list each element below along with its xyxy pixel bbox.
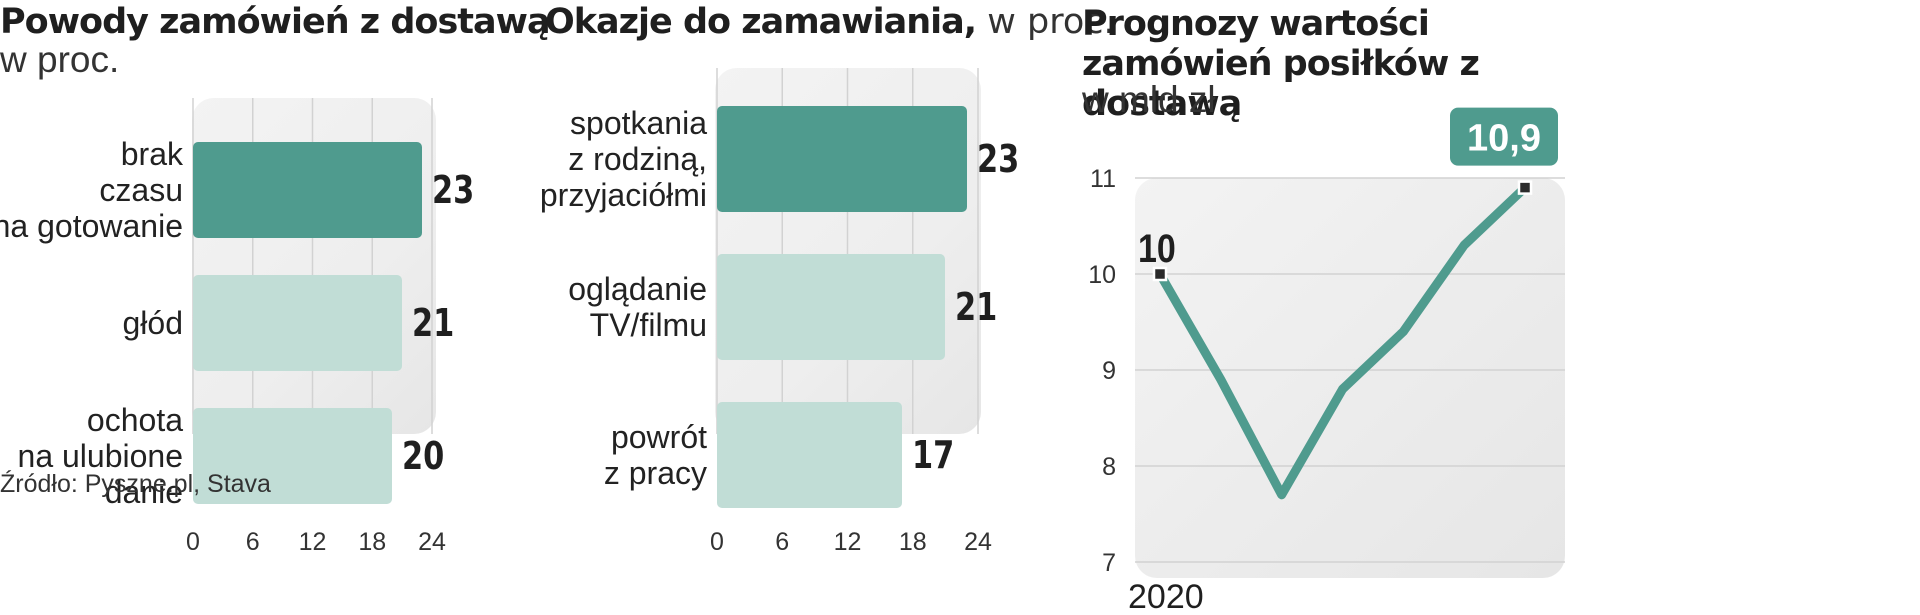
x-tick-label: 24 (418, 528, 446, 556)
end-value-label: 10,9 (1467, 118, 1541, 160)
category-label: oglądanie TV/filmu (568, 271, 707, 343)
x-tick-label: 12 (833, 528, 862, 556)
bar-value-label: 21 (955, 285, 998, 329)
bar (193, 275, 403, 371)
bar (717, 106, 968, 212)
start-value-label: 10 (1138, 225, 1176, 270)
x-tick-label: 6 (245, 528, 260, 556)
data-point-marker (1152, 266, 1168, 282)
bar-value-label: 23 (977, 137, 1020, 181)
y-tick-label: 7 (1102, 549, 1116, 577)
chart1-subtitle: w proc. (0, 39, 120, 80)
category-label: brak czasu na gotowanie (0, 136, 183, 244)
y-tick-label: 10 (1088, 261, 1116, 289)
x-tick-label: 18 (898, 528, 927, 556)
bar-value-label: 23 (432, 168, 475, 212)
y-tick-label: 11 (1090, 165, 1116, 193)
bar (193, 142, 423, 238)
bar-value-label: 17 (911, 433, 955, 477)
category-label: powrót z pracy (603, 419, 707, 491)
category-label: ochota na ulubione danie (17, 402, 183, 510)
chart2-title-line: Okazje do zamawiania, w proc. (545, 2, 1115, 42)
series-line (1155, 183, 1530, 500)
bar (717, 254, 946, 360)
x-tick-label: 0 (710, 528, 724, 556)
x-tick-label: 18 (358, 528, 387, 556)
chart3-subtitle: w mld zł (1082, 79, 1216, 120)
bar-value-label: 20 (402, 434, 445, 478)
chart3-title: Prognozy wartości zamówień posiłków z do… (1082, 4, 1480, 124)
chart2-subtitle: w proc. (987, 2, 1115, 42)
source-note: Źródło: Pyszne.pl, Stava (0, 470, 271, 498)
bar-value-label: 21 (412, 301, 455, 345)
category-label: głód (122, 305, 184, 341)
chart2-title: Okazje do zamawiania, (545, 2, 977, 42)
y-tick-label: 9 (1102, 357, 1116, 385)
chart1-title: Powody zamówień z dostawą (0, 2, 551, 42)
bar (717, 402, 902, 508)
x-tick-label: 24 (964, 528, 992, 556)
x-tick-label: 12 (298, 528, 327, 556)
y-tick-label: 8 (1102, 453, 1116, 481)
end-value-badge (1450, 107, 1558, 166)
data-point-marker (1517, 180, 1533, 195)
x-tick-label: 0 (186, 528, 200, 556)
x-tick-label: 6 (775, 528, 790, 556)
category-label: spotkania z rodziną, przyjaciółmi (539, 105, 707, 213)
bar (193, 408, 393, 504)
x-tick-label: 2020 (1128, 578, 1204, 615)
